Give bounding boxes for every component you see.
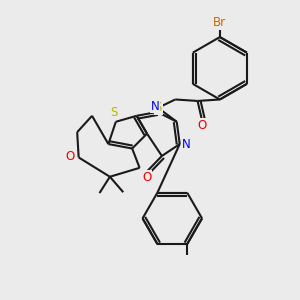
Text: O: O [197, 119, 207, 132]
Text: N: N [182, 138, 190, 151]
Text: N: N [151, 100, 159, 112]
Text: Br: Br [213, 16, 226, 29]
Text: O: O [142, 171, 152, 184]
Text: O: O [66, 150, 75, 163]
Text: S: S [154, 101, 162, 114]
Text: S: S [111, 106, 118, 119]
